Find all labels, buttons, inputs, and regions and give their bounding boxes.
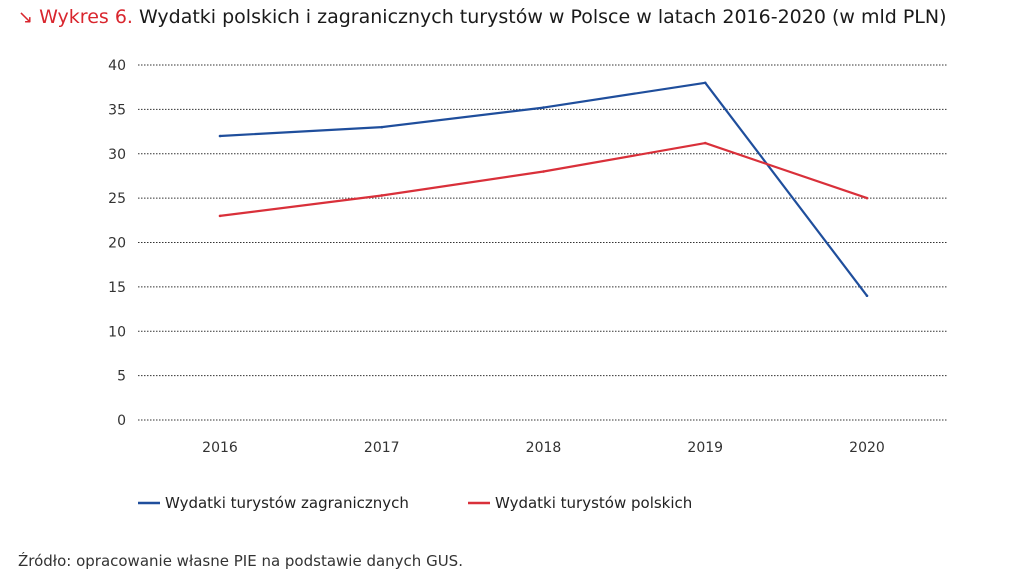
legend: Wydatki turystów zagranicznych Wydatki tu… <box>138 494 692 512</box>
source-note: Źródło: opracowanie własne PIE na podsta… <box>18 552 463 570</box>
data-point <box>380 194 384 197</box>
data-point <box>218 214 222 218</box>
y-tick-label: 20 <box>108 236 126 252</box>
grid-lines <box>138 64 948 421</box>
series-lines <box>218 81 869 298</box>
data-point <box>380 125 384 129</box>
data-point <box>865 196 869 200</box>
data-point <box>703 81 707 85</box>
y-tick-label: 0 <box>117 413 126 429</box>
y-tick-label: 10 <box>108 324 126 340</box>
legend-label: Wydatki turystów polskich <box>495 494 692 512</box>
x-axis-ticks: 2016 2017 2018 2019 2020 <box>202 440 885 456</box>
x-tick-label: 2016 <box>202 440 238 456</box>
data-point <box>542 106 545 109</box>
arrow-down-right-icon: ↘ <box>18 7 34 28</box>
y-tick-label: 40 <box>108 58 126 74</box>
y-tick-label: 15 <box>108 280 126 296</box>
y-tick-label: 5 <box>117 369 126 385</box>
data-point <box>218 134 222 138</box>
line-chart: 0 5 10 15 20 25 30 35 40 2016 2017 2018 2019 2020 Wy… <box>108 58 948 512</box>
y-tick-label: 35 <box>108 102 126 118</box>
chart-title: ↘ Wykres 6. Wydatki polskich i zagraniczny… <box>18 6 947 28</box>
title-text: Wydatki polskich i zagranicznych turystó… <box>138 6 947 28</box>
y-axis-ticks: 0 5 10 15 20 25 30 35 40 <box>108 58 126 429</box>
data-point <box>542 170 545 173</box>
x-tick-label: 2017 <box>364 440 400 456</box>
x-tick-label: 2019 <box>687 440 723 456</box>
series-line-foreign <box>219 81 868 297</box>
legend-label: Wydatki turystów zagranicznych <box>165 494 409 512</box>
figure-number: Wykres 6. <box>39 6 133 28</box>
x-tick-label: 2020 <box>849 440 885 456</box>
y-tick-label: 25 <box>108 191 126 207</box>
data-point <box>865 294 869 298</box>
y-tick-label: 30 <box>108 147 126 163</box>
x-tick-label: 2018 <box>526 440 562 456</box>
data-point <box>703 141 707 145</box>
